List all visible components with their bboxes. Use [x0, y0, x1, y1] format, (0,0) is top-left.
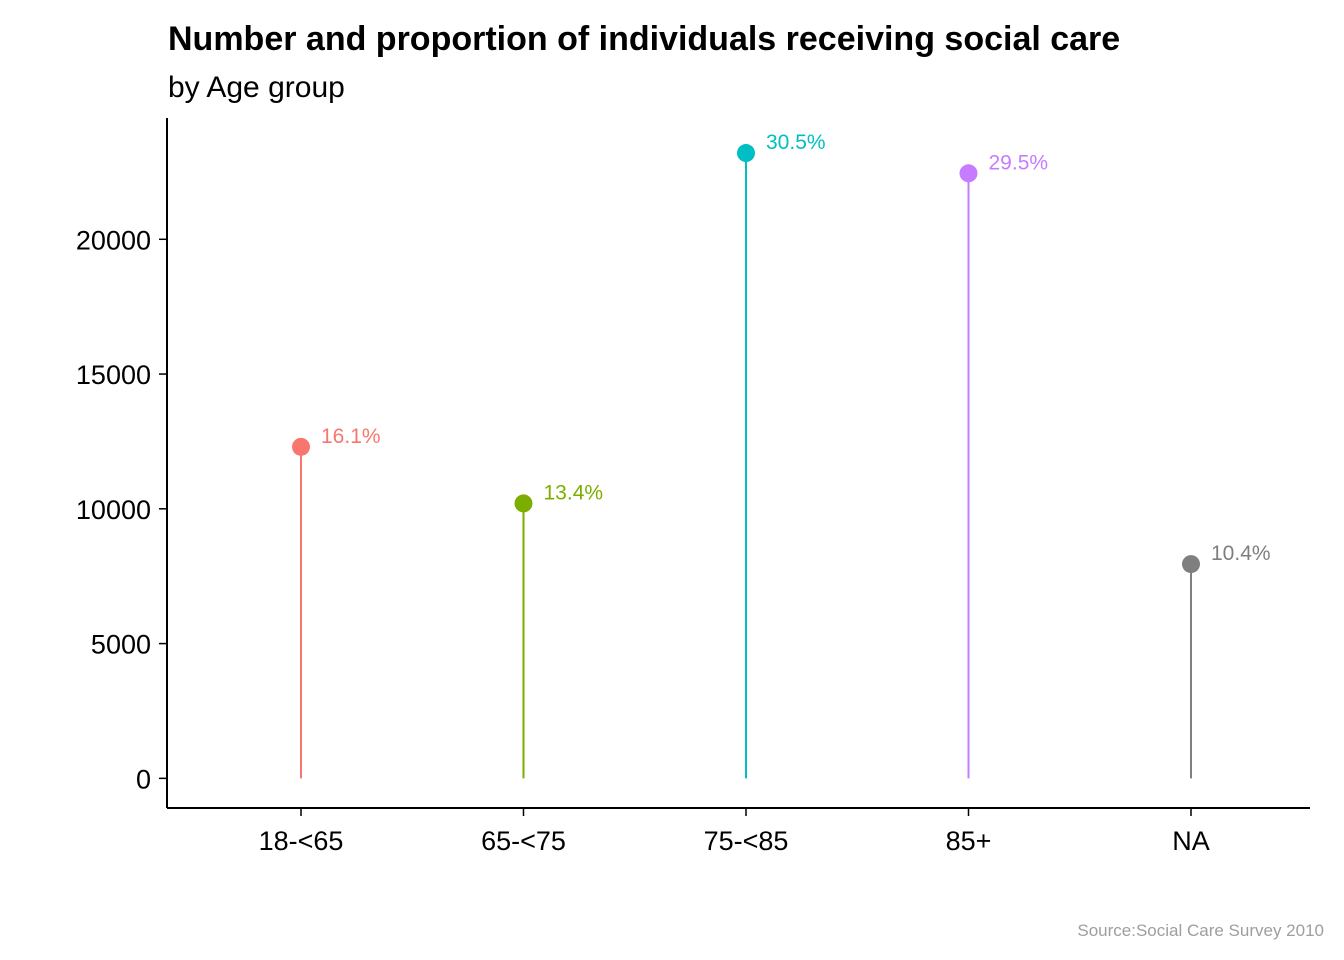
- x-tick-label: 85+: [946, 826, 992, 856]
- chart-caption: Source:Social Care Survey 2010: [1077, 921, 1324, 940]
- y-tick-label: 5000: [91, 630, 151, 660]
- y-tick-label: 20000: [76, 225, 151, 255]
- data-label: 30.5%: [766, 131, 826, 154]
- data-label: 10.4%: [1211, 542, 1271, 565]
- chart-title: Number and proportion of individuals rec…: [168, 20, 1120, 58]
- y-tick-label: 15000: [76, 360, 151, 390]
- x-tick-label: 75-<85: [704, 826, 789, 856]
- plot-area: 0 5000 10000 15000 20000 18-<65 16.1% 65-<75 13.…: [76, 118, 1310, 856]
- data-label: 13.4%: [544, 481, 604, 504]
- x-tick-label: 65-<75: [481, 826, 566, 856]
- lollipop-point: [959, 164, 978, 183]
- x-tick-label: NA: [1172, 826, 1210, 856]
- lollipop-point: [292, 437, 310, 456]
- y-tick-label: 0: [136, 764, 151, 794]
- data-label: 16.1%: [321, 425, 381, 448]
- lollipop-point: [737, 144, 755, 163]
- chart-subtitle: by Age group: [168, 71, 345, 104]
- x-tick-label: 18-<65: [259, 826, 344, 856]
- lollipop-point: [514, 494, 533, 513]
- data-label: 29.5%: [989, 151, 1049, 174]
- y-tick-label: 10000: [76, 495, 151, 525]
- lollipop-point: [1182, 555, 1200, 574]
